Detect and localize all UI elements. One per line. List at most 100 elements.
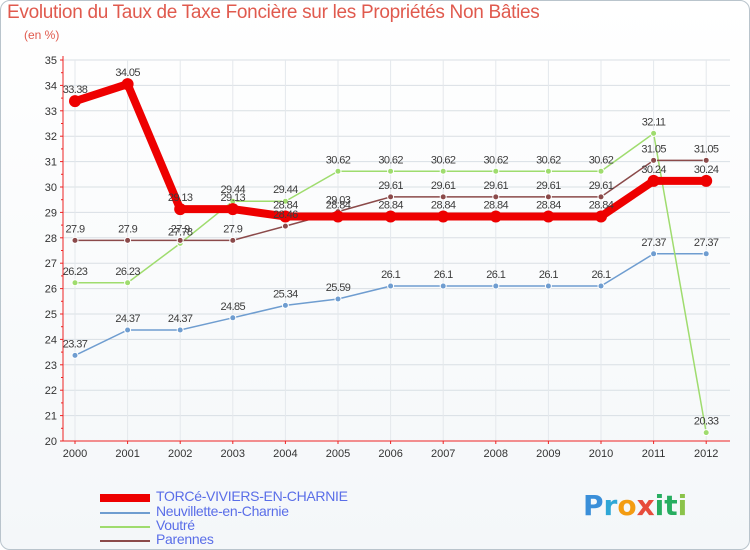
data-label: 27.9 xyxy=(65,223,84,235)
data-label: 29.44 xyxy=(273,184,298,196)
y-tick-label: 29 xyxy=(45,207,57,219)
data-point-1 xyxy=(71,351,79,359)
data-label: 30.24 xyxy=(641,164,666,176)
x-tick-label: 2000 xyxy=(63,448,87,460)
data-point-1 xyxy=(702,250,710,258)
data-label: 26.1 xyxy=(381,269,400,281)
data-point-3 xyxy=(387,193,395,201)
data-point-1 xyxy=(597,282,605,290)
legend-swatch-neuvillette xyxy=(100,512,150,514)
data-point-2 xyxy=(650,129,658,137)
data-point-3 xyxy=(439,193,447,201)
data-label: 26.1 xyxy=(434,269,453,281)
data-label: 26.1 xyxy=(486,269,505,281)
data-point-0 xyxy=(700,174,713,187)
data-label: 31.05 xyxy=(694,143,719,155)
data-label: 30.24 xyxy=(694,164,719,176)
data-label: 26.1 xyxy=(591,269,610,281)
data-label: 26.23 xyxy=(115,266,140,278)
legend-label-parennes: Parennes xyxy=(156,531,214,547)
data-label: 33.38 xyxy=(63,84,88,96)
data-point-3 xyxy=(281,222,289,230)
x-tick-label: 2010 xyxy=(589,448,613,460)
data-point-3 xyxy=(492,193,500,201)
data-label: 28.84 xyxy=(484,199,509,211)
data-label: 23.37 xyxy=(63,338,88,350)
logo-letter: o xyxy=(617,489,637,522)
data-point-0 xyxy=(437,210,450,223)
y-tick-label: 23 xyxy=(45,360,57,372)
data-label: 27.9 xyxy=(223,223,242,235)
data-point-3 xyxy=(597,193,605,201)
data-label: 34.05 xyxy=(115,67,140,79)
y-tick-label: 26 xyxy=(45,284,57,296)
y-tick-label: 34 xyxy=(45,80,57,92)
y-tick-label: 20 xyxy=(45,436,57,448)
data-point-0 xyxy=(279,210,292,223)
data-label: 32.11 xyxy=(642,116,666,128)
data-label: 29.61 xyxy=(589,180,614,192)
proxiti-logo: Proxiti xyxy=(583,489,687,522)
data-label: 27.78 xyxy=(168,226,193,238)
logo-letter: i xyxy=(654,489,665,522)
data-label: 29.13 xyxy=(168,192,193,204)
legend-swatch-parennes xyxy=(100,540,150,542)
data-point-0 xyxy=(489,210,502,223)
legend-swatch-voutre xyxy=(100,526,150,528)
data-label: 28.46 xyxy=(273,209,298,221)
y-tick-label: 24 xyxy=(45,334,57,346)
data-point-0 xyxy=(121,78,134,91)
x-tick-label: 2004 xyxy=(273,448,297,460)
data-label: 29.61 xyxy=(378,180,403,192)
data-point-2 xyxy=(702,429,710,437)
data-point-0 xyxy=(647,174,660,187)
data-point-2 xyxy=(492,167,500,175)
data-label: 28.84 xyxy=(273,199,298,211)
logo-letter: r xyxy=(603,489,618,522)
chart-title: Evolution du Taux de Taxe Foncière sur l… xyxy=(7,2,540,23)
data-label: 24.37 xyxy=(115,313,140,325)
data-point-2 xyxy=(334,167,342,175)
data-label: 28.84 xyxy=(326,199,351,211)
data-point-3 xyxy=(229,236,237,244)
y-tick-label: 28 xyxy=(45,233,57,245)
logo-letter: x xyxy=(636,489,655,522)
logo-letter: t xyxy=(664,489,678,522)
data-label: 27.37 xyxy=(641,237,666,249)
data-label: 31.05 xyxy=(641,143,666,155)
data-point-3 xyxy=(544,193,552,201)
data-point-3 xyxy=(650,156,658,164)
data-label: 24.85 xyxy=(221,301,246,313)
y-tick-label: 30 xyxy=(45,182,57,194)
y-tick-label: 22 xyxy=(45,385,57,397)
data-point-0 xyxy=(226,203,239,216)
legend-label-torce: TORCé-VIVIERS-EN-CHARNIE xyxy=(156,488,348,504)
data-label: 26.23 xyxy=(63,266,88,278)
data-point-2 xyxy=(71,279,79,287)
chart-unit-label: (en %) xyxy=(24,28,60,42)
data-point-1 xyxy=(124,326,132,334)
data-label: 28.84 xyxy=(536,199,561,211)
y-tick-label: 25 xyxy=(45,309,57,321)
y-tick-label: 27 xyxy=(45,258,57,270)
y-tick-label: 33 xyxy=(45,106,57,118)
data-label: 30.62 xyxy=(536,154,561,166)
x-tick-label: 2002 xyxy=(168,448,192,460)
x-tick-label: 2011 xyxy=(642,448,666,460)
data-label: 28.84 xyxy=(378,199,403,211)
x-tick-label: 2009 xyxy=(536,448,560,460)
data-label: 29.61 xyxy=(484,180,509,192)
data-label: 29.03 xyxy=(326,195,351,207)
y-tick-label: 31 xyxy=(45,157,57,169)
y-tick-label: 32 xyxy=(45,131,57,143)
data-point-1 xyxy=(439,282,447,290)
data-label: 29.44 xyxy=(221,184,246,196)
data-label: 20.33 xyxy=(694,416,719,428)
data-label: 29.61 xyxy=(536,180,561,192)
data-point-2 xyxy=(544,167,552,175)
data-label: 26.1 xyxy=(539,269,558,281)
data-point-1 xyxy=(334,295,342,303)
data-label: 30.62 xyxy=(589,154,614,166)
